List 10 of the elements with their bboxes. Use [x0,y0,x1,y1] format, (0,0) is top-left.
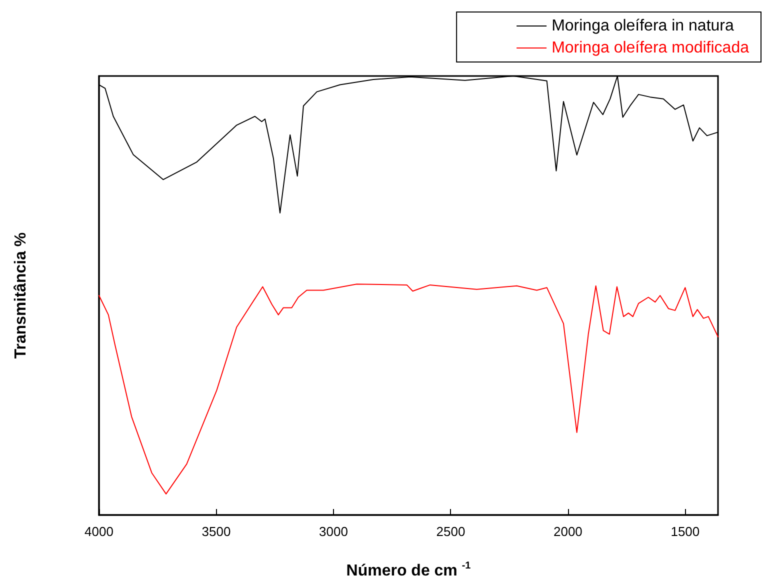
x-tick-label: 1500 [670,524,700,539]
x-tick-label: 2000 [553,524,582,539]
x-tick-label: 2500 [436,524,466,539]
x-axis-title: Número de cm -1 [346,560,472,580]
legend-label: Moringa oleífera in natura [552,18,734,34]
x-tick-label: 3000 [319,524,348,539]
y-axis-title: Transmitância % [12,232,30,359]
x-tick-label: 4000 [84,524,114,539]
legend-label: Moringa oleífera modificada [552,40,750,56]
x-tick-label: 3500 [202,524,231,539]
